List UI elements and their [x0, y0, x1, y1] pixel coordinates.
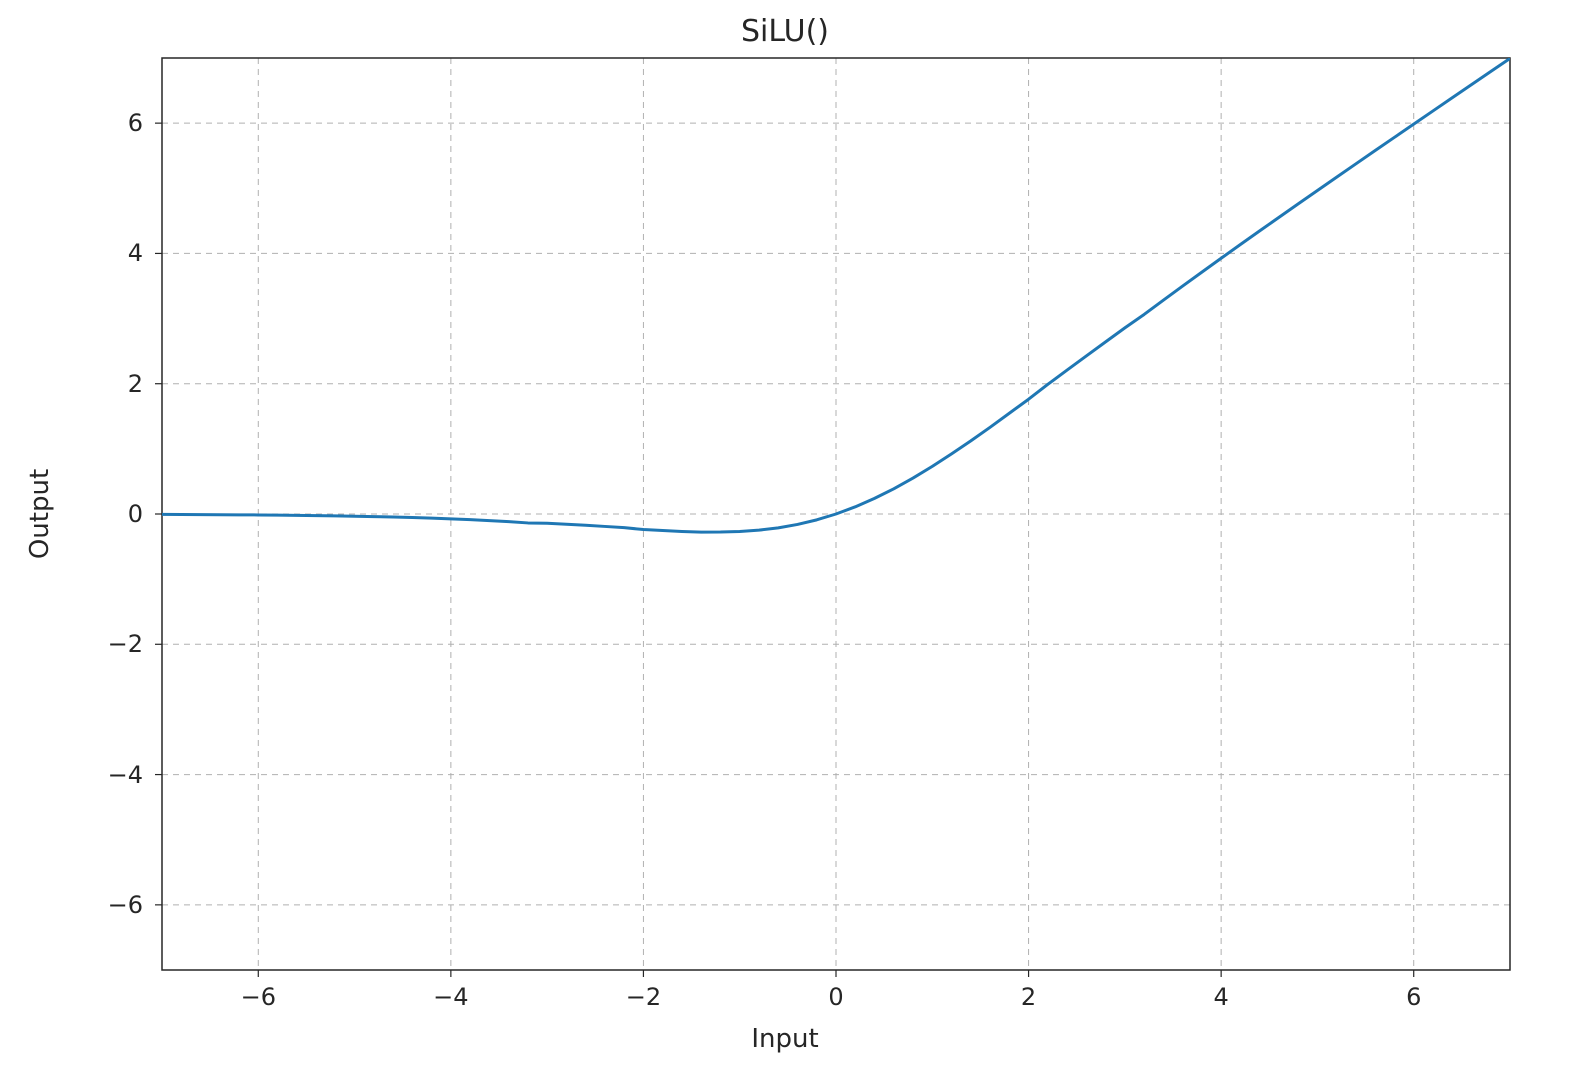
x-axis-label: Input: [0, 1024, 1570, 1054]
x-tick-label: 6: [1406, 983, 1421, 1011]
y-tick-label: −2: [108, 630, 143, 658]
silu-activation-chart: SiLU() Output Input −6 −4 −2 0 2 4 6 −6 −4 −2 0 2 4 6: [0, 0, 1570, 1072]
chart-title: SiLU(): [0, 14, 1570, 49]
x-tick-label: −6: [241, 983, 276, 1011]
x-tick-label: 2: [1021, 983, 1036, 1011]
y-tick-label: −4: [108, 761, 143, 789]
x-tick-label: 4: [1214, 983, 1229, 1011]
x-tick-label: 0: [828, 983, 843, 1011]
y-tick-label: 2: [128, 370, 143, 398]
y-tick-label: 4: [128, 239, 143, 267]
y-tick-label: 6: [128, 109, 143, 137]
x-tick-label: −4: [433, 983, 468, 1011]
y-tick-label: −6: [108, 891, 143, 919]
y-tick-label: 0: [128, 500, 143, 528]
y-axis-label: Output: [25, 469, 55, 559]
plot-area: [153, 49, 1519, 979]
x-tick-label: −2: [626, 983, 661, 1011]
